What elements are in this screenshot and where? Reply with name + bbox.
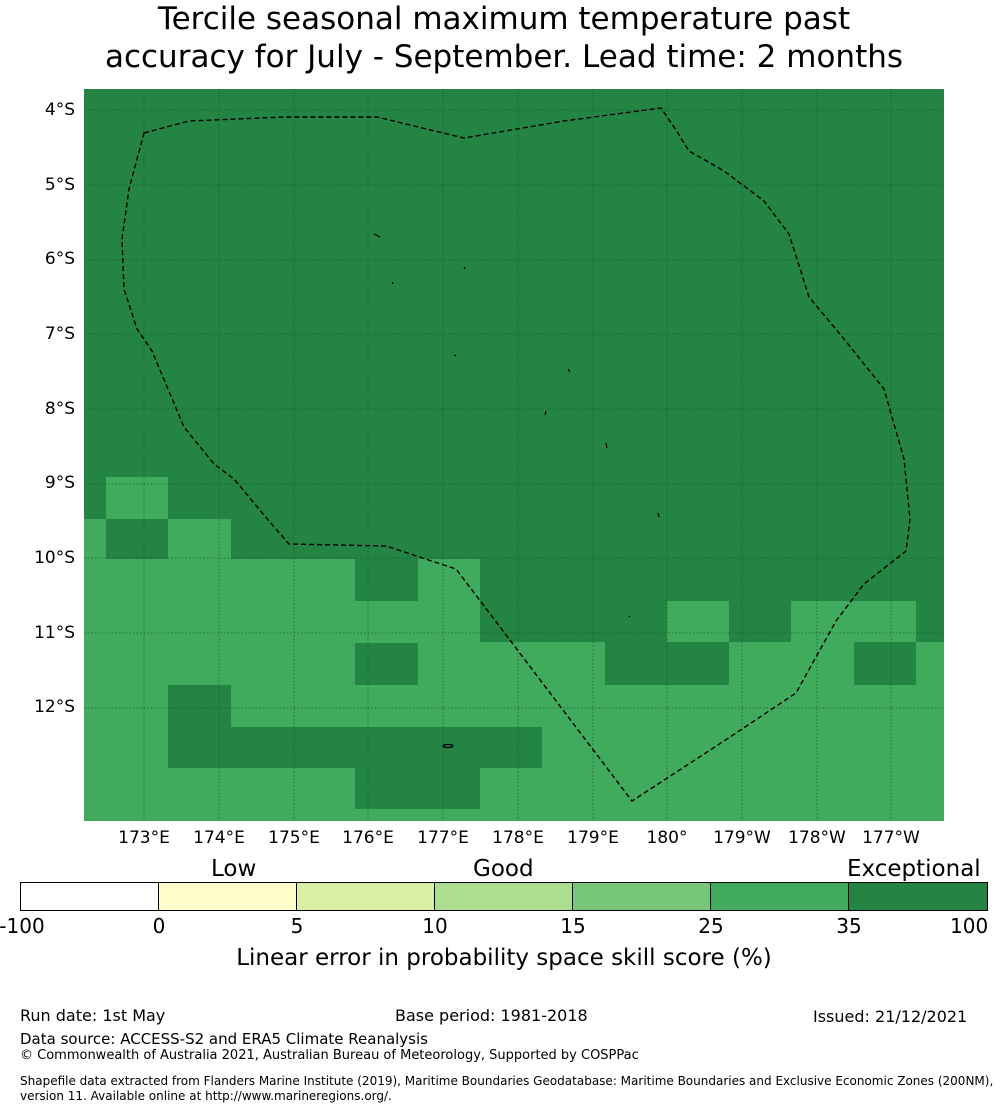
island-10	[442, 743, 454, 749]
island-4	[453, 354, 457, 357]
base-period: Base period: 1981-2018	[395, 1006, 588, 1025]
colorbar-tick-25: 25	[698, 914, 724, 938]
lon-label-179e: 179°E	[567, 828, 619, 848]
lon-label-177e: 177°E	[417, 828, 469, 848]
lat-label-10s: 10°S	[34, 548, 75, 568]
colorbar-segment-5-10	[296, 882, 435, 911]
colorbar-segment-25-35	[710, 882, 849, 911]
shapefile-credit-line-1: Shapefile data extracted from Flanders M…	[20, 1074, 994, 1088]
copyright: © Commonwealth of Australia 2021, Austra…	[20, 1048, 639, 1063]
lat-label-7s: 7°S	[44, 324, 75, 344]
lat-label-11s: 11°S	[34, 623, 75, 643]
island-8	[657, 512, 660, 518]
colorbar-segment-15-25	[572, 882, 711, 911]
category-low: Low	[211, 856, 257, 882]
data-source: Data source: ACCESS-S2 and ERA5 Climate …	[20, 1030, 428, 1048]
colorbar-tick-10: 10	[422, 914, 448, 938]
colorbar-segment-10-15	[434, 882, 573, 911]
colorbar-tick-15: 15	[560, 914, 586, 938]
issued-date: Issued: 21/12/2021	[813, 1007, 968, 1026]
lat-label-9s: 9°S	[44, 473, 75, 493]
colorbar-segment-neg100-0	[20, 882, 159, 911]
colorbar-segment-0-5	[158, 882, 297, 911]
colorbar-tick-5: 5	[290, 914, 304, 938]
colorbar-label: Linear error in probability space skill …	[236, 945, 772, 971]
colorbar-segment-35-100	[848, 882, 988, 911]
lat-label-4s: 4°S	[44, 100, 75, 120]
category-exceptional: Exceptional	[847, 856, 981, 882]
category-good: Good	[473, 856, 534, 882]
colorbar-tick-neg100: -100	[0, 914, 45, 938]
map-gridlines	[84, 89, 944, 821]
lon-label-178e: 178°E	[492, 828, 544, 848]
skill-score-map	[84, 89, 944, 821]
island-1	[373, 233, 381, 238]
skill-patches-35-100	[106, 519, 542, 809]
island-2	[463, 266, 466, 270]
lon-label-177w: 177°W	[862, 828, 920, 848]
lon-label-173e: 173°E	[118, 828, 170, 848]
lat-label-5s: 5°S	[44, 175, 75, 195]
map-title-line-2: accuracy for July - September. Lead time…	[104, 39, 904, 75]
island-5	[567, 368, 571, 373]
eez-boundary	[121, 107, 911, 802]
map-title-line-1: Tercile seasonal maximum temperature pas…	[157, 1, 851, 37]
colorbar-tick-35: 35	[836, 914, 862, 938]
lon-label-176e: 176°E	[342, 828, 394, 848]
lat-label-8s: 8°S	[44, 399, 75, 419]
colorbar-tick-100: 100	[950, 914, 989, 938]
skill-patches-25-35	[667, 601, 916, 642]
lon-label-178w: 178°W	[788, 828, 846, 848]
lon-label-179w: 179°W	[713, 828, 771, 848]
lon-label-174e: 174°E	[193, 828, 245, 848]
island-6	[544, 410, 547, 416]
run-date: Run date: 1st May	[20, 1006, 166, 1025]
island-7	[605, 442, 608, 449]
island-3	[391, 281, 394, 285]
lon-label-180: 180°	[646, 828, 688, 848]
lat-label-6s: 6°S	[44, 249, 75, 269]
island-9	[628, 615, 631, 618]
island-outlines	[373, 233, 660, 749]
lat-label-12s: 12°S	[34, 697, 75, 717]
colorbar	[20, 882, 988, 911]
colorbar-tick-0: 0	[152, 914, 166, 938]
shapefile-credit-line-2: version 11. Available online at http://w…	[20, 1089, 392, 1103]
lon-label-175e: 175°E	[268, 828, 320, 848]
